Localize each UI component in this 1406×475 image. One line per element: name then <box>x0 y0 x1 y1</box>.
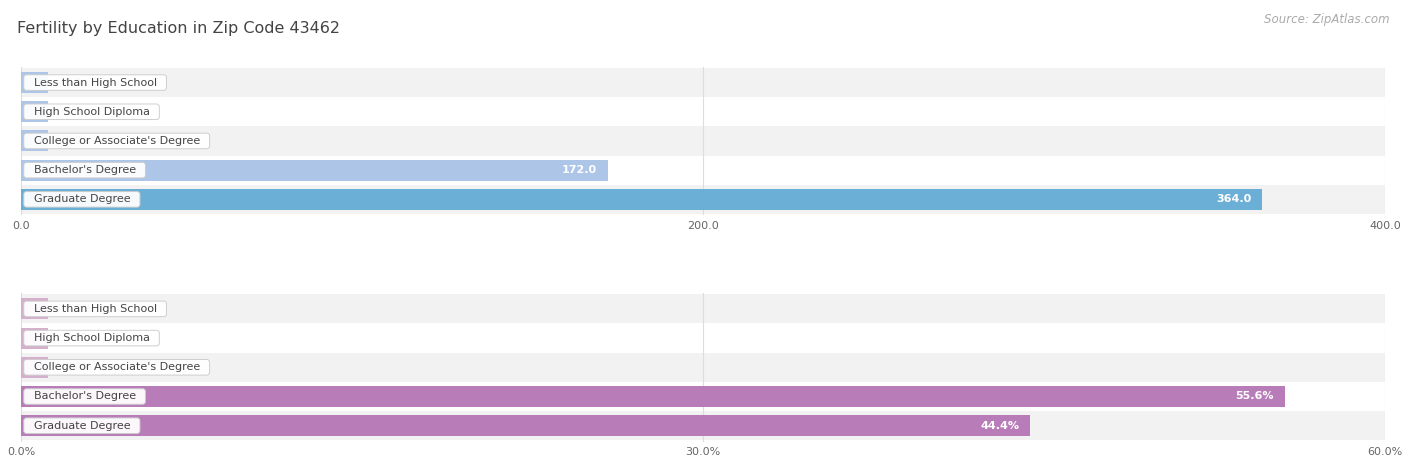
Text: 0.0: 0.0 <box>65 107 83 117</box>
Text: 0.0%: 0.0% <box>65 304 93 314</box>
Bar <box>21 298 48 319</box>
Text: Source: ZipAtlas.com: Source: ZipAtlas.com <box>1264 13 1389 26</box>
Text: High School Diploma: High School Diploma <box>27 333 156 343</box>
Text: High School Diploma: High School Diploma <box>27 107 156 117</box>
Text: 0.0%: 0.0% <box>65 333 93 343</box>
Bar <box>21 101 48 122</box>
Text: Graduate Degree: Graduate Degree <box>27 194 138 204</box>
Bar <box>21 328 48 349</box>
Text: 364.0: 364.0 <box>1216 194 1251 204</box>
Bar <box>21 411 1385 440</box>
Bar <box>21 415 1031 436</box>
Text: 0.0%: 0.0% <box>65 362 93 372</box>
Text: Bachelor's Degree: Bachelor's Degree <box>27 391 142 401</box>
Text: Less than High School: Less than High School <box>27 304 163 314</box>
Bar <box>21 382 1385 411</box>
Text: Less than High School: Less than High School <box>27 77 163 87</box>
Text: College or Associate's Degree: College or Associate's Degree <box>27 362 207 372</box>
Bar <box>21 68 1385 97</box>
Text: 0.0: 0.0 <box>65 136 83 146</box>
Text: 0.0: 0.0 <box>65 77 83 87</box>
Bar <box>21 294 1385 323</box>
Bar <box>21 189 1263 210</box>
Text: Fertility by Education in Zip Code 43462: Fertility by Education in Zip Code 43462 <box>17 21 340 37</box>
Bar <box>21 131 48 152</box>
Text: College or Associate's Degree: College or Associate's Degree <box>27 136 207 146</box>
Bar <box>21 323 1385 353</box>
Bar <box>21 155 1385 185</box>
Bar <box>21 97 1385 126</box>
Bar <box>21 386 1285 407</box>
Text: 55.6%: 55.6% <box>1236 391 1274 401</box>
Text: Graduate Degree: Graduate Degree <box>27 421 138 431</box>
Bar <box>21 353 1385 382</box>
Bar <box>21 126 1385 155</box>
Bar <box>21 185 1385 214</box>
Bar <box>21 72 48 93</box>
Text: 44.4%: 44.4% <box>980 421 1019 431</box>
Text: Bachelor's Degree: Bachelor's Degree <box>27 165 142 175</box>
Text: 172.0: 172.0 <box>561 165 596 175</box>
Bar <box>21 160 607 180</box>
Bar <box>21 357 48 378</box>
